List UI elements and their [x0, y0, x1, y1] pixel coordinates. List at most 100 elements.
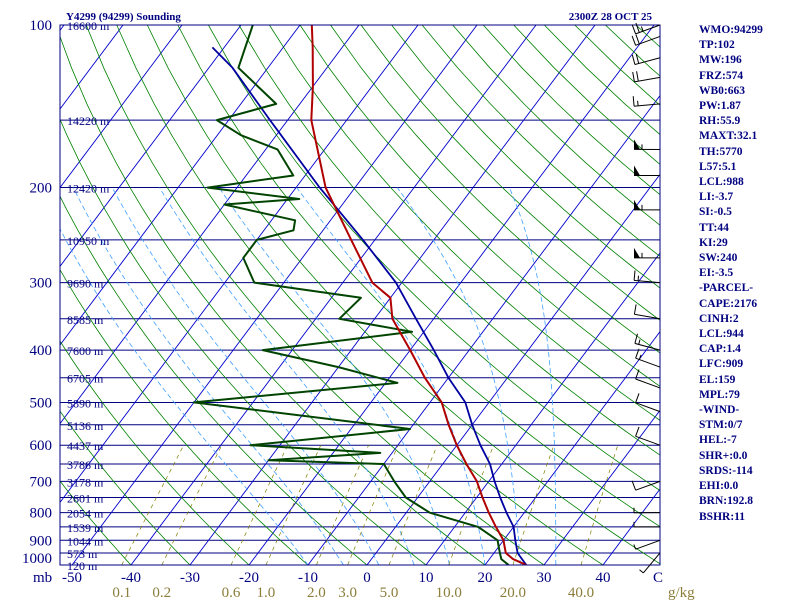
wind-barb: [635, 426, 661, 446]
height-label: 12420 m: [67, 182, 110, 196]
temperature-tick-label: 0: [363, 570, 371, 586]
height-label: 6705 m: [67, 372, 104, 386]
index-line: LCL:988: [699, 176, 744, 189]
index-line: EI:-3.5: [699, 267, 734, 280]
moist-adiabat: [509, 187, 557, 565]
wind-barb: [633, 304, 661, 320]
dry-adiabat: [208, 25, 660, 491]
index-line: -PARCEL-: [699, 282, 754, 295]
height-label: 5136 m: [67, 419, 104, 433]
dry-adiabat: [60, 410, 191, 565]
mixing-ratio-line: [121, 445, 185, 565]
plot-frame: [59, 24, 661, 566]
index-line: TH:5770: [699, 145, 743, 158]
temperature-tick-label: -20: [239, 570, 259, 586]
mixing-ratio-tick-label: 5.0: [380, 585, 399, 600]
pressure-tick-label: 600: [30, 438, 53, 454]
wind-barb: [631, 53, 661, 65]
wind-barb: [633, 199, 661, 211]
isotherm-line: [60, 25, 242, 268]
height-label: 8585 m: [67, 313, 104, 327]
index-line: CAP:1.4: [699, 343, 741, 356]
isotherm-line: [60, 25, 183, 189]
pressure-tick-label: 1000: [22, 551, 52, 567]
dry-adiabat: [421, 25, 660, 257]
height-label: 10950 m: [67, 234, 110, 248]
pressure-tick-label: 400: [30, 343, 53, 359]
index-line: MW:196: [699, 54, 742, 67]
index-line: BSHR:11: [699, 510, 746, 523]
index-line: EHI:0.0: [699, 480, 739, 493]
index-line: TP:102: [699, 39, 735, 52]
index-line: LFC:909: [699, 358, 744, 371]
temperature-tick-label: -50: [62, 570, 82, 586]
temperature-tick-label: 30: [537, 570, 552, 586]
wind-barb: [631, 22, 661, 35]
wind-barb: [634, 333, 661, 351]
wind-barb: [631, 34, 661, 46]
wind-barb: [632, 96, 661, 107]
wind-barb: [633, 270, 661, 284]
moist-adiabat: [159, 187, 415, 565]
moist-adiabat: [60, 228, 309, 565]
height-label: 2601 m: [67, 492, 104, 506]
height-label: 5890 m: [67, 396, 104, 410]
wind-barb: [633, 507, 661, 514]
temperature-tick-label: 10: [419, 570, 434, 586]
index-line: EL:159: [699, 373, 736, 386]
isotherm-line: [248, 25, 655, 565]
mixing-ratio-line: [580, 445, 619, 565]
mixing-ratio-line: [388, 445, 438, 565]
index-line: WMO:94299: [699, 24, 763, 36]
y-axis-unit-label: mb: [33, 570, 52, 586]
wind-barb: [635, 393, 661, 413]
isotherm-line: [366, 173, 660, 565]
dry-adiabat: [360, 25, 660, 321]
index-line: LCL:944: [699, 328, 744, 341]
dry-adiabat: [60, 195, 368, 565]
index-line: SI:-0.5: [699, 206, 732, 219]
index-line: SW:240: [699, 252, 738, 265]
dry-adiabat: [146, 25, 660, 565]
temperature-tick-label: 20: [478, 570, 493, 586]
dry-adiabat: [116, 25, 604, 565]
mixing-ratio-line: [347, 445, 399, 565]
height-label: 2054 m: [67, 507, 104, 521]
index-line: CINH:2: [699, 312, 739, 325]
isotherm-line: [60, 25, 360, 425]
pressure-tick-label: 200: [30, 181, 53, 197]
isotherm-line: [189, 25, 596, 565]
wind-barb: [633, 539, 661, 550]
index-line: MAXT:32.1: [699, 130, 758, 143]
mixing-ratio-tick-label: 0.6: [222, 585, 241, 600]
height-label: 9690 m: [67, 277, 104, 291]
parcel-trace: [211, 46, 528, 565]
index-line: L57:5.1: [699, 160, 737, 173]
mixing-ratio-tick-label: 20.0: [500, 585, 526, 600]
wind-barb: [631, 480, 661, 491]
moist-adiabat: [396, 187, 521, 565]
temperature-trace: [310, 25, 527, 565]
pressure-tick-label: 700: [30, 474, 53, 490]
index-line: RH:55.9: [699, 115, 741, 128]
dry-adiabat: [60, 480, 132, 565]
isotherm-line: [71, 25, 478, 565]
mixing-ratio-line: [230, 445, 289, 565]
dry-adiabat: [60, 268, 309, 565]
height-label: 3786 m: [67, 458, 104, 472]
mixing-ratio-line: [316, 445, 369, 565]
index-line: STM:0/7: [699, 419, 743, 432]
dry-adiabat: [177, 25, 660, 528]
index-line: WB0:663: [699, 84, 745, 97]
dry-adiabat: [60, 340, 250, 565]
index-line: KI:29: [699, 236, 728, 249]
height-label: 573 m: [67, 547, 98, 561]
index-line: SRDS:-114: [699, 464, 753, 477]
height-label: 14220 m: [67, 114, 110, 128]
wind-barb: [635, 369, 661, 389]
height-label: 7600 m: [67, 344, 104, 358]
wind-barb: [632, 71, 661, 83]
mixing-ratio-line: [448, 445, 494, 565]
isotherm-line: [60, 25, 419, 504]
